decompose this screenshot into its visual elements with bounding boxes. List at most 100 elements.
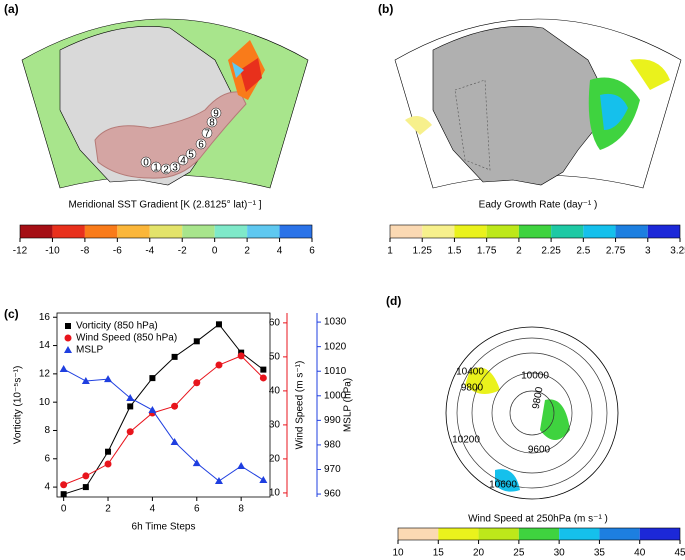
contour-label: 9800 — [531, 386, 546, 410]
y-tick-label: 50 — [269, 352, 281, 363]
y-tick-label: 1020 — [324, 341, 347, 352]
y-tick-label: 1010 — [324, 366, 347, 377]
y-tick-label: 990 — [324, 415, 341, 426]
marker — [60, 481, 68, 489]
track-label: 3 — [172, 163, 178, 174]
track-point — [150, 161, 162, 173]
track-label: 8 — [209, 118, 215, 129]
marker — [171, 402, 179, 410]
colorbar-frame — [397, 527, 681, 541]
colorbar-segment — [478, 528, 519, 540]
track-point — [185, 148, 197, 160]
panel-label: (c) — [4, 307, 19, 321]
colorbar-segment — [438, 528, 479, 540]
marker — [171, 353, 178, 360]
x-tick-label: 8 — [238, 504, 244, 515]
colorbar-segment — [20, 225, 53, 238]
track-label: 4 — [180, 156, 186, 167]
marker — [104, 460, 112, 468]
map-title: Eady Growth Rate (day⁻¹ ) — [479, 200, 598, 211]
colorbar-tick-label: 15 — [433, 548, 445, 559]
y-tick-label: 40 — [269, 386, 281, 397]
track-point — [201, 127, 213, 139]
y-tick-label: 16 — [39, 312, 51, 323]
contour-label: 9600 — [528, 445, 551, 456]
colorbar-tick-label: 1 — [387, 246, 393, 257]
marker — [148, 406, 157, 414]
colorbar-segment — [599, 528, 640, 540]
track-label: 5 — [188, 150, 194, 161]
series-line — [63, 368, 264, 482]
x-tick-label: 0 — [61, 504, 67, 515]
marker — [126, 393, 135, 401]
marker — [104, 375, 113, 383]
track-point — [177, 154, 189, 166]
colorbar-tick-label: 6 — [309, 246, 315, 257]
colorbar-segment — [398, 528, 439, 540]
colorbar-tick-label: 35 — [594, 548, 606, 559]
marker — [215, 321, 222, 328]
map-a — [21, 18, 309, 189]
colorbar-tick-label: -6 — [113, 246, 122, 257]
legend-marker — [64, 346, 72, 353]
colorbar-tick-label: 4 — [277, 246, 283, 257]
contour-label: 10200 — [452, 435, 480, 446]
colorbar-tick-label: -2 — [178, 246, 187, 257]
marker — [214, 477, 223, 485]
panel-label: (a) — [4, 2, 19, 16]
legend-marker — [64, 334, 72, 342]
y-tick-label: 960 — [324, 489, 341, 500]
colorbar-frame — [389, 224, 681, 239]
marker — [170, 437, 179, 445]
map-title: Meridional SST Gradient [K (2.8125° lat)… — [68, 200, 261, 211]
colorbar-segment — [52, 225, 85, 238]
marker — [215, 361, 223, 369]
colorbar-segment — [559, 528, 600, 540]
colorbar-segment — [583, 225, 616, 238]
legend-label: Vorticity (850 hPa) — [76, 321, 158, 332]
contour-label: 10600 — [489, 480, 517, 491]
colorbar-segment — [117, 225, 150, 238]
legend-label: Wind Speed (850 hPa) — [76, 333, 177, 344]
marker — [192, 459, 201, 467]
colorbar-tick-label: -4 — [145, 246, 154, 257]
colorbar-tick-label: 3 — [645, 246, 651, 257]
dynamic-layer: (a) Meridional SST Gradient [K (2.8125° l… — [4, 2, 685, 558]
colorbar-tick-label: 0 — [212, 246, 218, 257]
marker — [126, 428, 134, 436]
colorbar-tick-label: 30 — [554, 548, 566, 559]
colorbar-tick-label: -10 — [45, 246, 60, 257]
colorbar-tick-label: 2.25 — [541, 246, 561, 257]
track-label: 0 — [143, 158, 149, 169]
colorbar-segment — [647, 225, 680, 238]
marker — [81, 377, 90, 385]
track-point — [206, 116, 218, 128]
colorbar-frame — [19, 224, 313, 239]
track-label: 1 — [153, 163, 159, 174]
track-label: 7 — [204, 129, 210, 140]
track-label: 9 — [213, 109, 219, 120]
colorbar-tick-label: 1.5 — [447, 246, 461, 257]
colorbar-tick-label: 10 — [392, 548, 404, 559]
colorbar-segment — [390, 225, 423, 238]
x-axis-label: 6h Time Steps — [132, 522, 196, 533]
y-tick-label: 60 — [269, 318, 281, 329]
marker — [60, 491, 67, 498]
colorbar-segment — [279, 225, 312, 238]
colorbar-tick-label: 40 — [634, 548, 646, 559]
panel-label: (d) — [386, 294, 401, 308]
contour-label: 10000 — [521, 371, 549, 382]
x-tick-label: 4 — [150, 504, 156, 515]
y-tick-label: 10 — [39, 397, 51, 408]
colorbar-segment — [551, 225, 584, 238]
y-axis-label: Wind Speed (m s⁻¹) — [295, 361, 306, 450]
y-tick-label: 12 — [39, 369, 51, 380]
colorbar-tick-label: 3.25 — [670, 246, 685, 257]
marker — [193, 379, 201, 387]
colorbar-tick-label: 1.75 — [477, 246, 497, 257]
x-tick-label: 6 — [194, 504, 200, 515]
colorbar-tick-label: -8 — [80, 246, 89, 257]
colorbar-tick-label: 45 — [674, 548, 685, 559]
colorbar-tick-label: 2 — [516, 246, 522, 257]
